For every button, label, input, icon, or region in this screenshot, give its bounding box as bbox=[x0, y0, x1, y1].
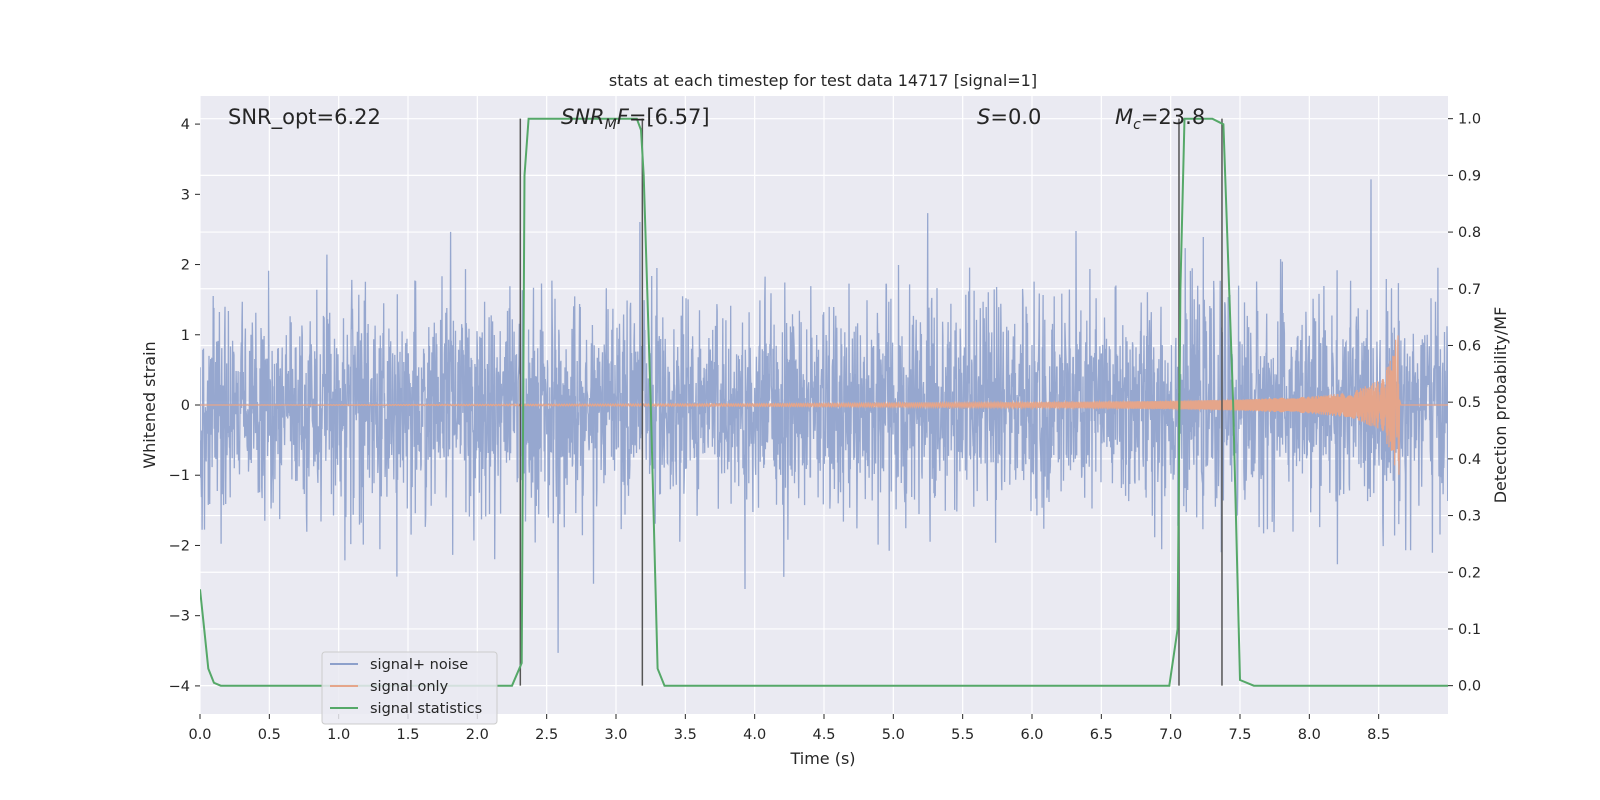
y2-tick-label: 0.0 bbox=[1458, 679, 1481, 695]
y-tick-label: 4 bbox=[181, 117, 190, 133]
series-signal-noise-line bbox=[200, 179, 1448, 653]
y2-tick-label: 0.7 bbox=[1458, 282, 1481, 298]
x-tick-label: 4.0 bbox=[743, 727, 766, 743]
x-tick-label: 0.5 bbox=[258, 727, 281, 743]
y-tick-label: −2 bbox=[169, 538, 190, 554]
y-axis-label: Whitened strain bbox=[140, 341, 159, 468]
x-tick-label: 4.5 bbox=[812, 727, 835, 743]
y-tick-label: 2 bbox=[181, 258, 190, 274]
annotation-mc-main: M bbox=[1115, 105, 1133, 129]
annotation-mc-sub: c bbox=[1133, 117, 1141, 133]
y2-tick-label: 0.2 bbox=[1458, 565, 1481, 581]
y-tick-label: 3 bbox=[181, 187, 190, 203]
y2-tick-label: 0.3 bbox=[1458, 509, 1481, 525]
annotations: SNR_opt=6.22 SNRMF=[6.57] S=0.0 Mc=23.8 bbox=[228, 105, 1205, 133]
y2-tick-label: 0.1 bbox=[1458, 622, 1481, 638]
x-tick-label: 5.5 bbox=[951, 727, 974, 743]
y2-tick-label: 0.6 bbox=[1458, 338, 1481, 354]
annotation-snr-mf-main: SNR bbox=[561, 105, 605, 129]
chart-title: stats at each timestep for test data 147… bbox=[609, 71, 1037, 90]
annotation-s-italic: S bbox=[977, 105, 990, 129]
x-tick-label: 2.5 bbox=[535, 727, 558, 743]
x-tick-label: 8.5 bbox=[1367, 727, 1390, 743]
legend-label-signal-statistics: signal statistics bbox=[370, 701, 482, 717]
x-tick-label: 6.5 bbox=[1090, 727, 1113, 743]
y2-axis: 1.0 0.9 0.8 0.7 0.6 0.5 0.4 0.3 0.2 0.1 0.0 bbox=[1448, 112, 1481, 695]
x-tick-label: 1.5 bbox=[396, 727, 419, 743]
y2-tick-label: 0.9 bbox=[1458, 168, 1481, 184]
legend-label-signal-noise: signal+ noise bbox=[370, 657, 468, 673]
x-tick-label: 5.0 bbox=[882, 727, 905, 743]
x-tick-label: 1.0 bbox=[327, 727, 350, 743]
y2-tick-label: 0.4 bbox=[1458, 452, 1481, 468]
annotation-snr-mf: SNRMF=[6.57] bbox=[561, 105, 710, 133]
legend-box bbox=[321, 651, 498, 725]
x-tick-label: 2.0 bbox=[466, 727, 489, 743]
y2-tick-label: 1.0 bbox=[1458, 112, 1481, 128]
annotation-snr-mf-sub: M bbox=[605, 117, 617, 133]
annotation-snr-mf-rest: =[6.57] bbox=[629, 105, 710, 129]
x-tick-label: 3.5 bbox=[674, 727, 697, 743]
y2-tick-label: 0.8 bbox=[1458, 225, 1481, 241]
y-tick-label: 1 bbox=[181, 328, 190, 344]
series-signal-only-line bbox=[200, 335, 1448, 475]
legend-label-signal-only: signal only bbox=[370, 679, 449, 695]
x-tick-label: 7.0 bbox=[1159, 727, 1182, 743]
x-axis-label: Time (s) bbox=[789, 749, 855, 768]
x-tick-label: 8.0 bbox=[1298, 727, 1321, 743]
y-axis: 4 3 2 1 0 −1 −2 −3 −4 bbox=[169, 117, 200, 695]
y-tick-label: −1 bbox=[169, 468, 190, 484]
y-tick-label: 0 bbox=[181, 398, 190, 414]
y-tick-label: −3 bbox=[169, 609, 190, 625]
y2-tick-label: 0.5 bbox=[1458, 395, 1481, 411]
annotation-s-rest: =0.0 bbox=[990, 105, 1041, 129]
annotation-snr-opt: SNR_opt=6.22 bbox=[228, 105, 381, 130]
legend: signal+ noise signal only signal statist… bbox=[321, 651, 498, 725]
annotation-mc-rest: =23.8 bbox=[1141, 105, 1205, 129]
x-axis: 0.0 0.5 1.0 1.5 2.0 2.5 3.0 3.5 4.0 4.5 5.0 5.5 6.0 6… bbox=[188, 714, 1390, 743]
y-tick-label: −4 bbox=[169, 679, 190, 695]
x-tick-label: 0.0 bbox=[188, 727, 211, 743]
x-tick-label: 6.0 bbox=[1020, 727, 1043, 743]
annotation-snr-mf-f: F bbox=[617, 105, 630, 129]
annotation-mc: Mc=23.8 bbox=[1115, 105, 1205, 133]
y2-axis-label: Detection probability/MF bbox=[1491, 307, 1510, 504]
x-tick-label: 7.5 bbox=[1228, 727, 1251, 743]
annotation-s: S=0.0 bbox=[977, 105, 1041, 129]
x-tick-label: 3.0 bbox=[604, 727, 627, 743]
